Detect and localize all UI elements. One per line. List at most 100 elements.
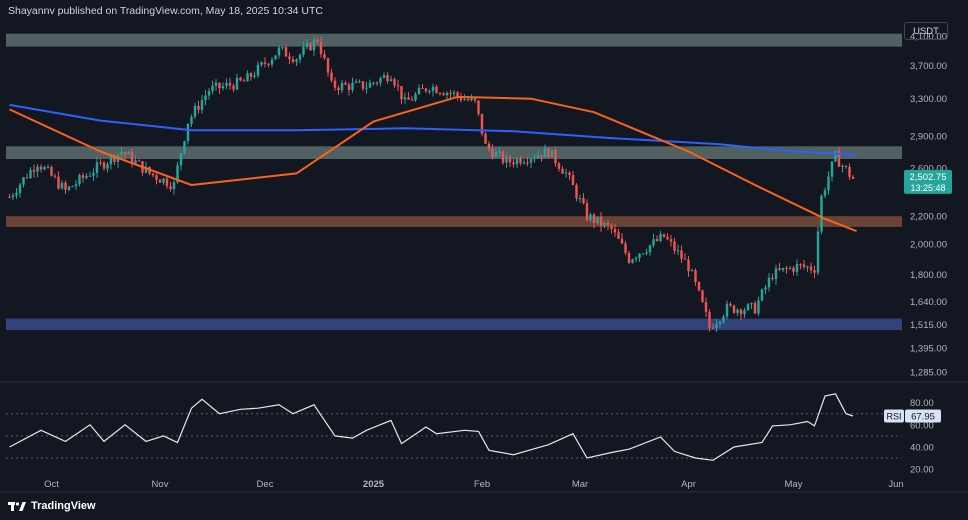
rsi-value-label: 67.95 [911, 411, 935, 422]
candle-body [151, 173, 155, 176]
candle-body [722, 316, 725, 322]
candle-body [781, 267, 785, 271]
rsi-line [9, 393, 854, 461]
candle-body [697, 281, 701, 291]
candle-body [211, 85, 214, 92]
candle-body [799, 263, 802, 265]
candle-body [260, 62, 263, 65]
candle-body [333, 80, 337, 88]
candle-body [95, 162, 99, 173]
time-tick-label: Feb [474, 479, 490, 490]
candle-body [592, 214, 596, 223]
candle-body [81, 175, 85, 178]
candle-body [624, 243, 627, 253]
currency-button[interactable]: USDT [904, 22, 948, 40]
candle-body [428, 91, 431, 93]
candle-body [239, 77, 242, 81]
candle-body [750, 303, 753, 305]
candle-body [470, 98, 473, 101]
candle-body [267, 63, 270, 65]
candle-body [358, 81, 361, 83]
candle-body [760, 289, 764, 301]
candle-body [785, 267, 788, 269]
candle-body [456, 92, 459, 97]
candle-body [834, 151, 837, 162]
candle-body [218, 82, 221, 89]
candle-body [127, 152, 130, 155]
candle-body [393, 79, 396, 86]
candle-body [162, 178, 165, 183]
candle-body [589, 214, 592, 220]
candle-body [529, 158, 533, 163]
candle-body [487, 143, 491, 149]
candle-body [414, 94, 417, 101]
candle-body [274, 55, 277, 60]
candle-body [771, 277, 774, 280]
candle-body [172, 182, 176, 190]
candle-body [673, 241, 676, 251]
candle-body [662, 234, 666, 237]
candle-body [757, 300, 760, 314]
candle-body [246, 73, 249, 82]
price-tick-label: 3,300.00 [910, 94, 947, 105]
ma-line-1 [9, 103, 857, 156]
candle-body [340, 83, 344, 91]
candle-body [242, 80, 246, 82]
candle-body [550, 150, 554, 158]
candle-body [792, 267, 795, 272]
candle-body [232, 85, 235, 90]
candle-body [365, 87, 368, 89]
zone-support-3 [6, 216, 902, 227]
candle-body [386, 75, 389, 82]
candle-body [732, 305, 736, 313]
candle-body [88, 175, 92, 177]
candle-body [382, 75, 386, 78]
candle-body [715, 323, 718, 329]
candle-body [480, 113, 484, 134]
candle-body [291, 59, 295, 62]
candle-body [498, 151, 501, 153]
candle-body [18, 184, 22, 193]
candle-body [8, 197, 11, 199]
candle-body [666, 236, 669, 240]
candle-body [403, 97, 407, 100]
candle-body [753, 303, 757, 314]
candle-body [263, 62, 267, 64]
candle-body [60, 182, 64, 189]
price-axis[interactable]: 4,100.00 3,700.00 3,300.00 2,900.00 2,600.00… [904, 31, 952, 378]
price-tick-label: 1,285.00 [910, 367, 947, 378]
candle-body [407, 97, 410, 100]
candle-body [169, 186, 172, 190]
candle-body [316, 39, 319, 42]
tradingview-logo[interactable]: TradingView [8, 500, 96, 512]
candle-body [606, 222, 610, 226]
candle-body [36, 166, 39, 172]
candle-body [67, 186, 71, 190]
candle-body [176, 165, 179, 183]
candle-body [620, 238, 624, 244]
candle-body [270, 59, 274, 65]
candle-body [347, 84, 351, 91]
candle-body [288, 56, 291, 60]
candle-body [827, 176, 830, 191]
candle-body [389, 79, 393, 82]
candle-body [543, 148, 547, 158]
candle-body [137, 160, 141, 162]
candle-body [627, 252, 631, 263]
price-tick-label: 1,515.00 [910, 320, 947, 331]
rsi-name-label: RSI [886, 411, 901, 421]
candle-body [820, 195, 823, 232]
brand-name: TradingView [31, 500, 96, 512]
time-tick-label: Apr [681, 479, 696, 490]
candle-body [701, 290, 704, 303]
candle-body [123, 152, 127, 155]
candle-body [344, 83, 347, 85]
grid [0, 381, 968, 493]
candle-body [634, 258, 638, 260]
candle-body [43, 167, 46, 170]
candle-body [676, 250, 680, 252]
time-tick-label: Mar [572, 479, 588, 490]
time-axis[interactable]: Oct Nov Dec 2025 Feb Mar Apr May Jun [44, 479, 904, 490]
